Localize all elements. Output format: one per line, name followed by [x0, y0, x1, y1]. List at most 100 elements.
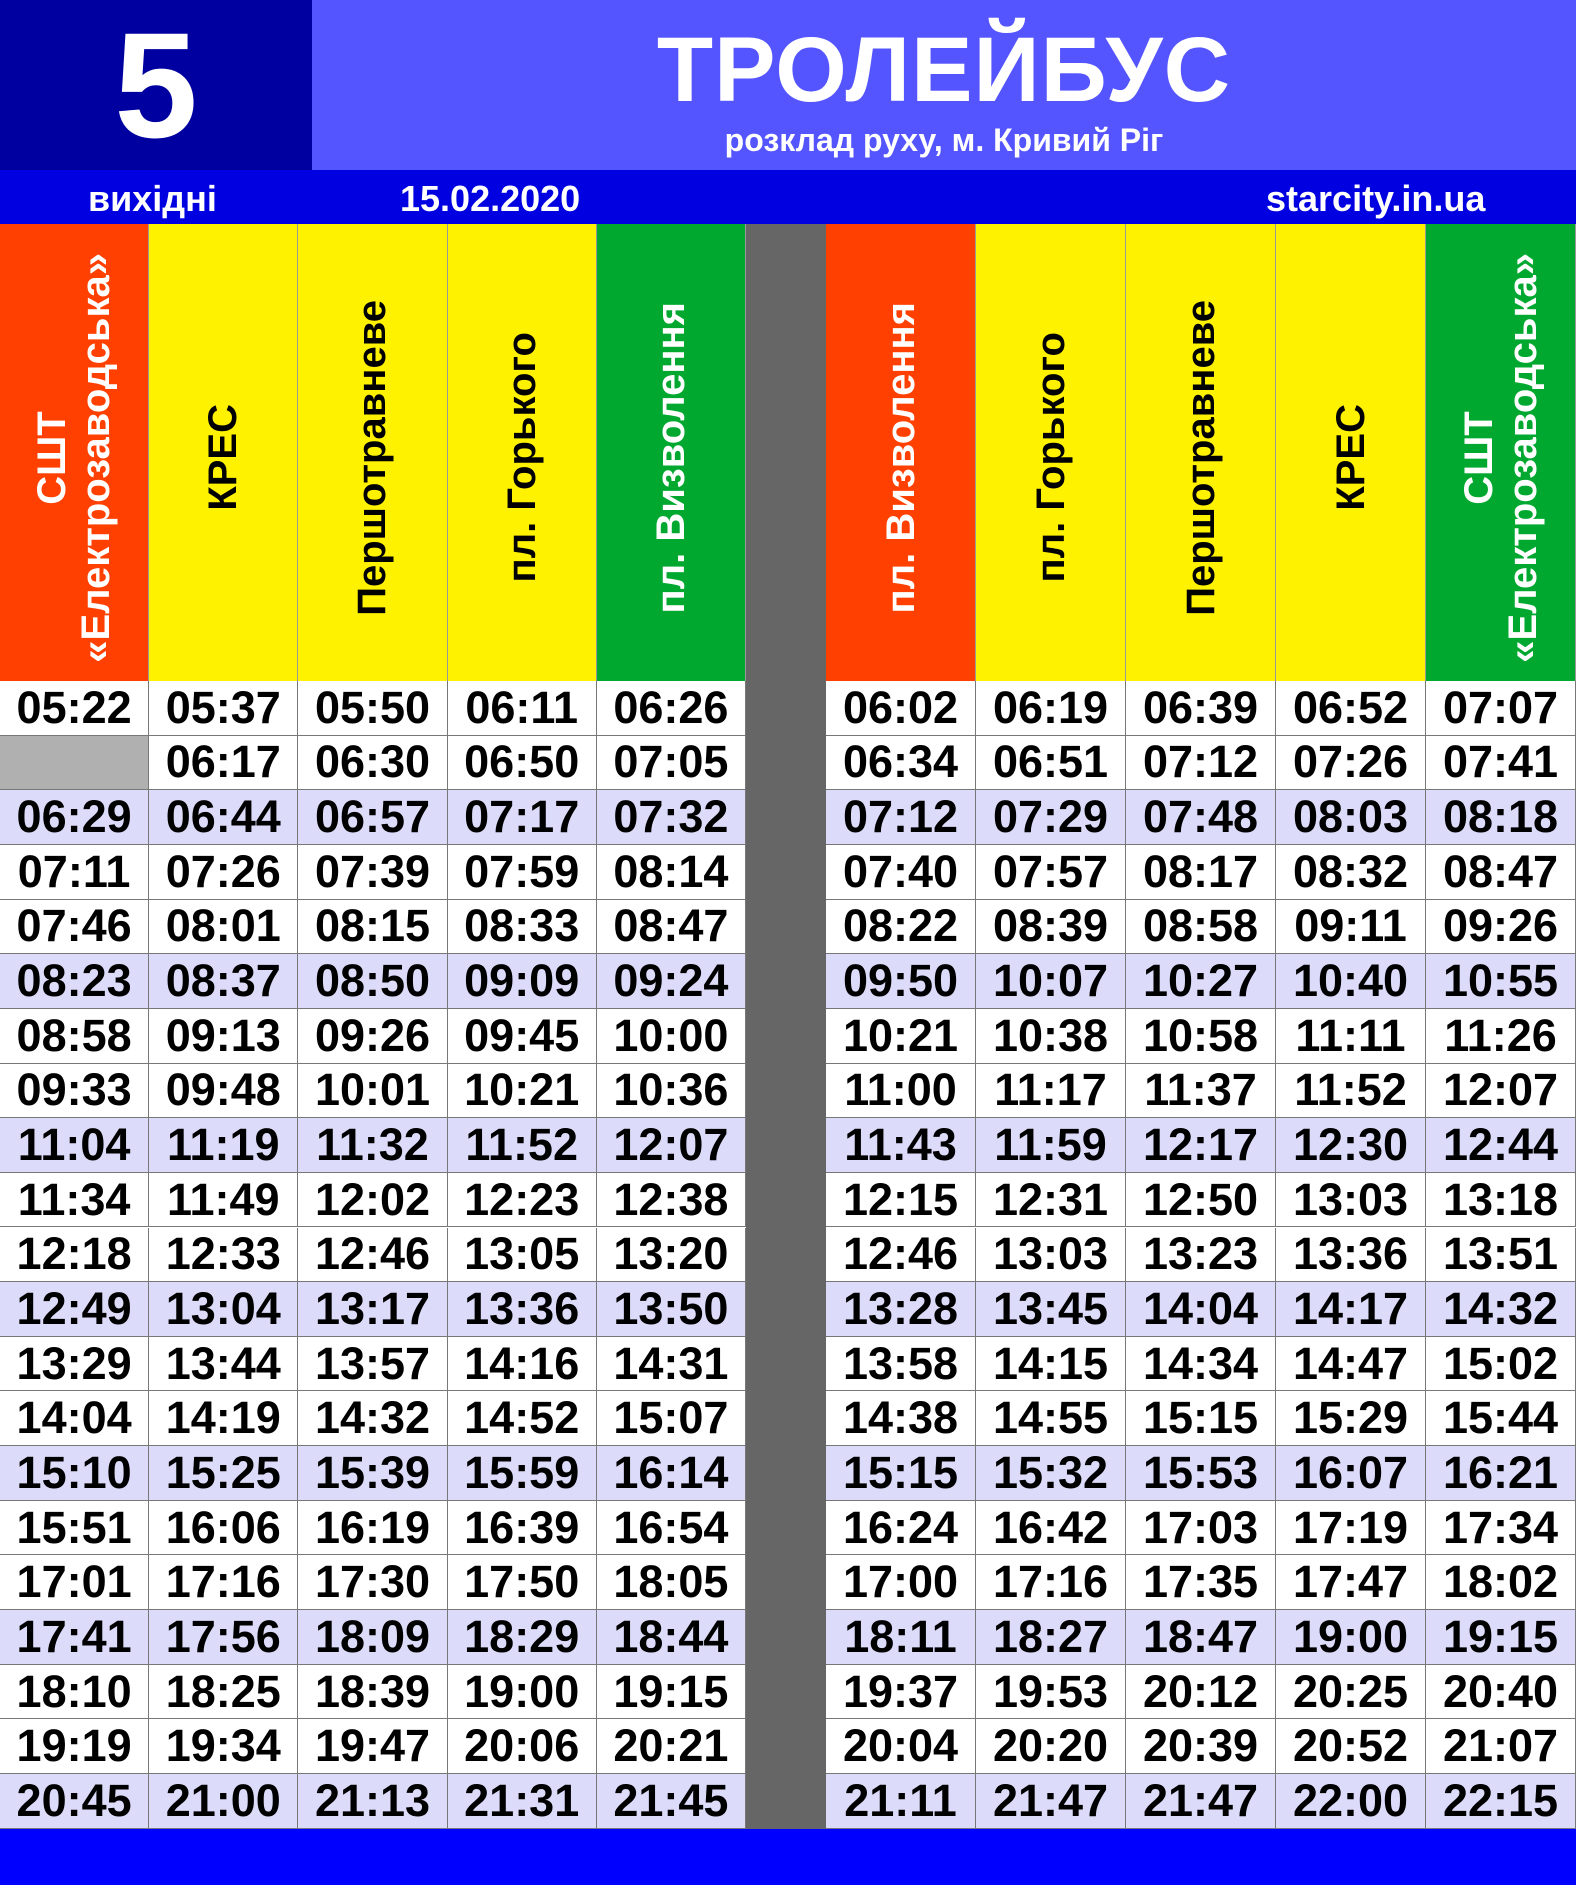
direction-separator — [746, 224, 826, 1829]
departure-time: 12:33 — [149, 1227, 299, 1283]
departure-time: 09:11 — [1276, 899, 1426, 955]
departure-time: 11:04 — [0, 1118, 150, 1173]
departure-time: 21:00 — [149, 1774, 299, 1829]
departure-time: 08:50 — [298, 954, 448, 1009]
departure-time: 10:40 — [1276, 954, 1426, 1009]
empty-cell — [0, 735, 150, 791]
departure-time: 15:39 — [298, 1446, 448, 1501]
departure-time: 10:38 — [976, 1008, 1126, 1064]
stop-header: КРЕС — [149, 224, 299, 681]
departure-time: 07:17 — [447, 790, 597, 845]
departure-time: 21:47 — [1126, 1774, 1276, 1829]
departure-time: 15:29 — [1276, 1391, 1426, 1447]
departure-time: 17:16 — [149, 1555, 299, 1611]
departure-time: 14:32 — [1426, 1282, 1576, 1337]
departure-time: 16:39 — [447, 1500, 597, 1556]
departure-time: 11:11 — [1276, 1008, 1426, 1064]
departure-time: 18:39 — [298, 1664, 448, 1720]
departure-time: 09:26 — [298, 1008, 448, 1064]
departure-time: 12:07 — [1426, 1063, 1576, 1119]
departure-time: 11:00 — [826, 1063, 976, 1119]
departure-time: 18:10 — [0, 1664, 150, 1720]
departure-time: 15:32 — [976, 1446, 1126, 1501]
departure-time: 06:39 — [1126, 681, 1276, 736]
departure-time: 05:37 — [149, 681, 299, 736]
departure-time: 07:07 — [1426, 681, 1576, 736]
departure-time: 13:51 — [1426, 1227, 1576, 1283]
departure-time: 07:11 — [0, 844, 150, 900]
departure-time: 13:17 — [298, 1282, 448, 1337]
stop-header: СШТ «Електрозаводська» — [0, 224, 150, 681]
departure-time: 11:37 — [1126, 1063, 1276, 1119]
departure-time: 13:58 — [826, 1336, 976, 1392]
departure-time: 15:07 — [596, 1391, 746, 1447]
departure-time: 12:30 — [1276, 1118, 1426, 1173]
departure-time: 20:04 — [826, 1719, 976, 1774]
departure-time: 07:32 — [596, 790, 746, 845]
departure-time: 16:54 — [596, 1500, 746, 1556]
departure-time: 16:07 — [1276, 1446, 1426, 1501]
departure-time: 09:48 — [149, 1063, 299, 1119]
departure-time: 14:17 — [1276, 1282, 1426, 1337]
departure-time: 06:17 — [149, 735, 299, 791]
departure-time: 06:29 — [0, 790, 150, 845]
stop-header: пл. Горького — [447, 224, 597, 681]
departure-time: 19:00 — [447, 1664, 597, 1720]
departure-time: 20:21 — [596, 1719, 746, 1774]
stop-header: КРЕС — [1276, 224, 1426, 681]
stop-name: Першотравневе — [1178, 299, 1223, 616]
departure-time: 19:15 — [596, 1664, 746, 1720]
departure-time: 09:13 — [149, 1008, 299, 1064]
departure-time: 08:22 — [826, 899, 976, 955]
departure-time: 17:56 — [149, 1610, 299, 1665]
departure-time: 12:46 — [826, 1227, 976, 1283]
departure-time: 14:38 — [826, 1391, 976, 1447]
departure-time: 15:10 — [0, 1446, 150, 1501]
departure-time: 06:51 — [976, 735, 1126, 791]
departure-time: 14:34 — [1126, 1336, 1276, 1392]
departure-time: 12:07 — [596, 1118, 746, 1173]
departure-time: 12:46 — [298, 1227, 448, 1283]
departure-time: 13:05 — [447, 1227, 597, 1283]
departure-time: 08:33 — [447, 899, 597, 955]
departure-time: 19:37 — [826, 1664, 976, 1720]
departure-time: 20:45 — [0, 1774, 150, 1829]
departure-time: 09:50 — [826, 954, 976, 1009]
departure-time: 07:41 — [1426, 735, 1576, 791]
departure-time: 15:51 — [0, 1500, 150, 1556]
footer-bar — [0, 1829, 1576, 1885]
departure-time: 09:24 — [596, 954, 746, 1009]
departure-time: 17:01 — [0, 1555, 150, 1611]
departure-time: 20:06 — [447, 1719, 597, 1774]
departure-time: 13:23 — [1126, 1227, 1276, 1283]
departure-time: 11:19 — [149, 1118, 299, 1173]
departure-time: 13:50 — [596, 1282, 746, 1337]
departure-time: 18:11 — [826, 1610, 976, 1665]
departure-time: 13:18 — [1426, 1172, 1576, 1228]
departure-time: 10:21 — [826, 1008, 976, 1064]
departure-time: 10:58 — [1126, 1008, 1276, 1064]
stop-name: СШТ «Електрозаводська» — [30, 252, 119, 663]
departure-time: 07:05 — [596, 735, 746, 791]
departure-time: 07:48 — [1126, 790, 1276, 845]
info-bar: вихідні 15.02.2020 starcity.in.ua — [0, 170, 1576, 224]
departure-time: 12:31 — [976, 1172, 1126, 1228]
website-link[interactable]: starcity.in.ua — [1266, 178, 1486, 219]
departure-time: 19:53 — [976, 1664, 1126, 1720]
departure-time: 13:03 — [976, 1227, 1126, 1283]
departure-time: 19:19 — [0, 1719, 150, 1774]
departure-time: 17:16 — [976, 1555, 1126, 1611]
departure-time: 11:43 — [826, 1118, 976, 1173]
departure-time: 15:15 — [1126, 1391, 1276, 1447]
day-type: вихідні — [88, 178, 217, 219]
departure-time: 17:30 — [298, 1555, 448, 1611]
stop-name: пл. Горького — [1028, 332, 1073, 583]
departure-time: 17:47 — [1276, 1555, 1426, 1611]
departure-time: 12:15 — [826, 1172, 976, 1228]
departure-time: 08:47 — [1426, 844, 1576, 900]
stop-name: пл. Визволення — [648, 301, 693, 614]
departure-time: 10:55 — [1426, 954, 1576, 1009]
departure-time: 12:44 — [1426, 1118, 1576, 1173]
departure-time: 07:12 — [1126, 735, 1276, 791]
departure-time: 16:06 — [149, 1500, 299, 1556]
